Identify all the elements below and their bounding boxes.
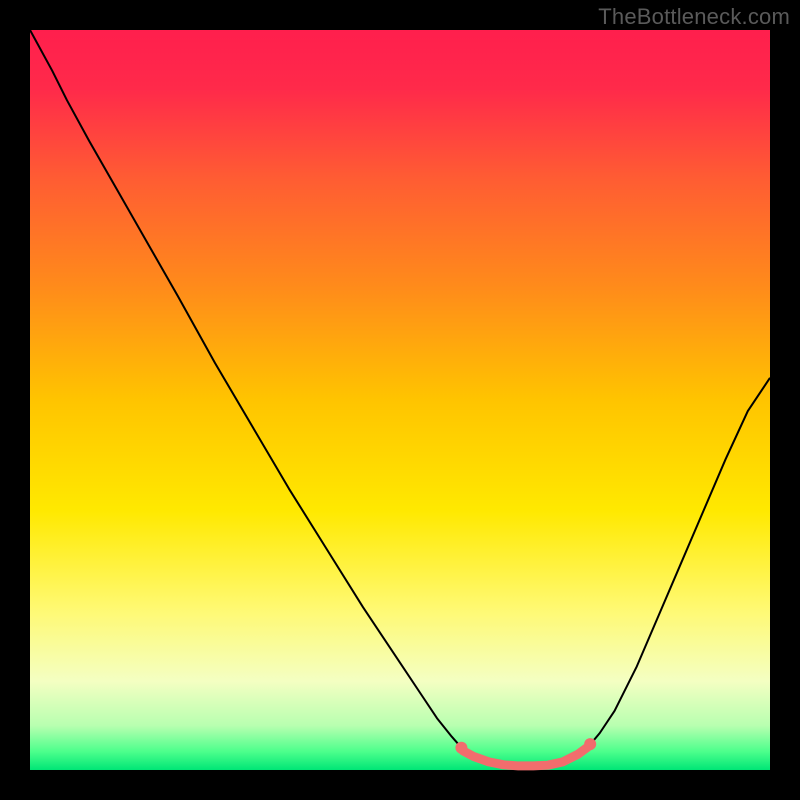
chart-frame: TheBottleneck.com (0, 0, 800, 800)
bottleneck-curve-chart (0, 0, 800, 800)
endpoint-dot (584, 738, 596, 750)
endpoint-dot (455, 742, 467, 754)
plot-background (30, 30, 770, 770)
watermark-text: TheBottleneck.com (598, 4, 790, 30)
